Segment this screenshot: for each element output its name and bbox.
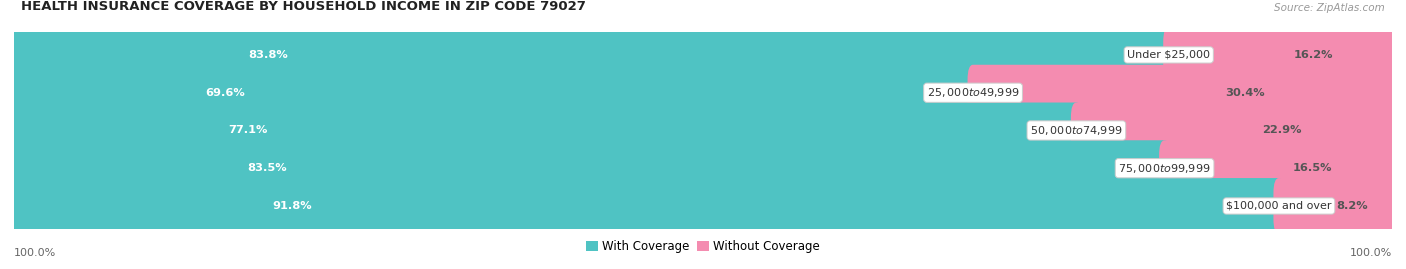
- Text: $25,000 to $49,999: $25,000 to $49,999: [927, 86, 1019, 99]
- FancyBboxPatch shape: [8, 102, 1083, 158]
- Text: 22.9%: 22.9%: [1261, 125, 1301, 136]
- Text: 83.8%: 83.8%: [249, 50, 288, 60]
- Legend: With Coverage, Without Coverage: With Coverage, Without Coverage: [581, 236, 825, 258]
- FancyBboxPatch shape: [14, 115, 1392, 146]
- Text: 69.6%: 69.6%: [205, 88, 245, 98]
- FancyBboxPatch shape: [8, 65, 979, 121]
- Text: $75,000 to $99,999: $75,000 to $99,999: [1118, 162, 1211, 175]
- Text: 30.4%: 30.4%: [1226, 88, 1265, 98]
- FancyBboxPatch shape: [8, 140, 1170, 196]
- Text: $100,000 and over: $100,000 and over: [1226, 201, 1331, 211]
- FancyBboxPatch shape: [967, 65, 1398, 121]
- FancyBboxPatch shape: [1274, 178, 1398, 234]
- Text: 16.5%: 16.5%: [1292, 163, 1331, 173]
- Text: $50,000 to $74,999: $50,000 to $74,999: [1031, 124, 1122, 137]
- FancyBboxPatch shape: [8, 178, 1285, 234]
- FancyBboxPatch shape: [14, 77, 1392, 108]
- Text: 100.0%: 100.0%: [14, 248, 56, 258]
- Text: 100.0%: 100.0%: [1350, 248, 1392, 258]
- Text: 77.1%: 77.1%: [228, 125, 267, 136]
- FancyBboxPatch shape: [1159, 140, 1398, 196]
- Text: 16.2%: 16.2%: [1294, 50, 1333, 60]
- Text: 8.2%: 8.2%: [1337, 201, 1368, 211]
- FancyBboxPatch shape: [14, 40, 1392, 70]
- Text: Under $25,000: Under $25,000: [1128, 50, 1211, 60]
- Text: 83.5%: 83.5%: [247, 163, 287, 173]
- FancyBboxPatch shape: [8, 27, 1174, 83]
- FancyBboxPatch shape: [14, 153, 1392, 184]
- FancyBboxPatch shape: [1071, 102, 1398, 158]
- Text: 91.8%: 91.8%: [273, 201, 312, 211]
- FancyBboxPatch shape: [14, 190, 1392, 221]
- Text: HEALTH INSURANCE COVERAGE BY HOUSEHOLD INCOME IN ZIP CODE 79027: HEALTH INSURANCE COVERAGE BY HOUSEHOLD I…: [21, 0, 586, 13]
- FancyBboxPatch shape: [1163, 27, 1398, 83]
- Text: Source: ZipAtlas.com: Source: ZipAtlas.com: [1274, 3, 1385, 13]
